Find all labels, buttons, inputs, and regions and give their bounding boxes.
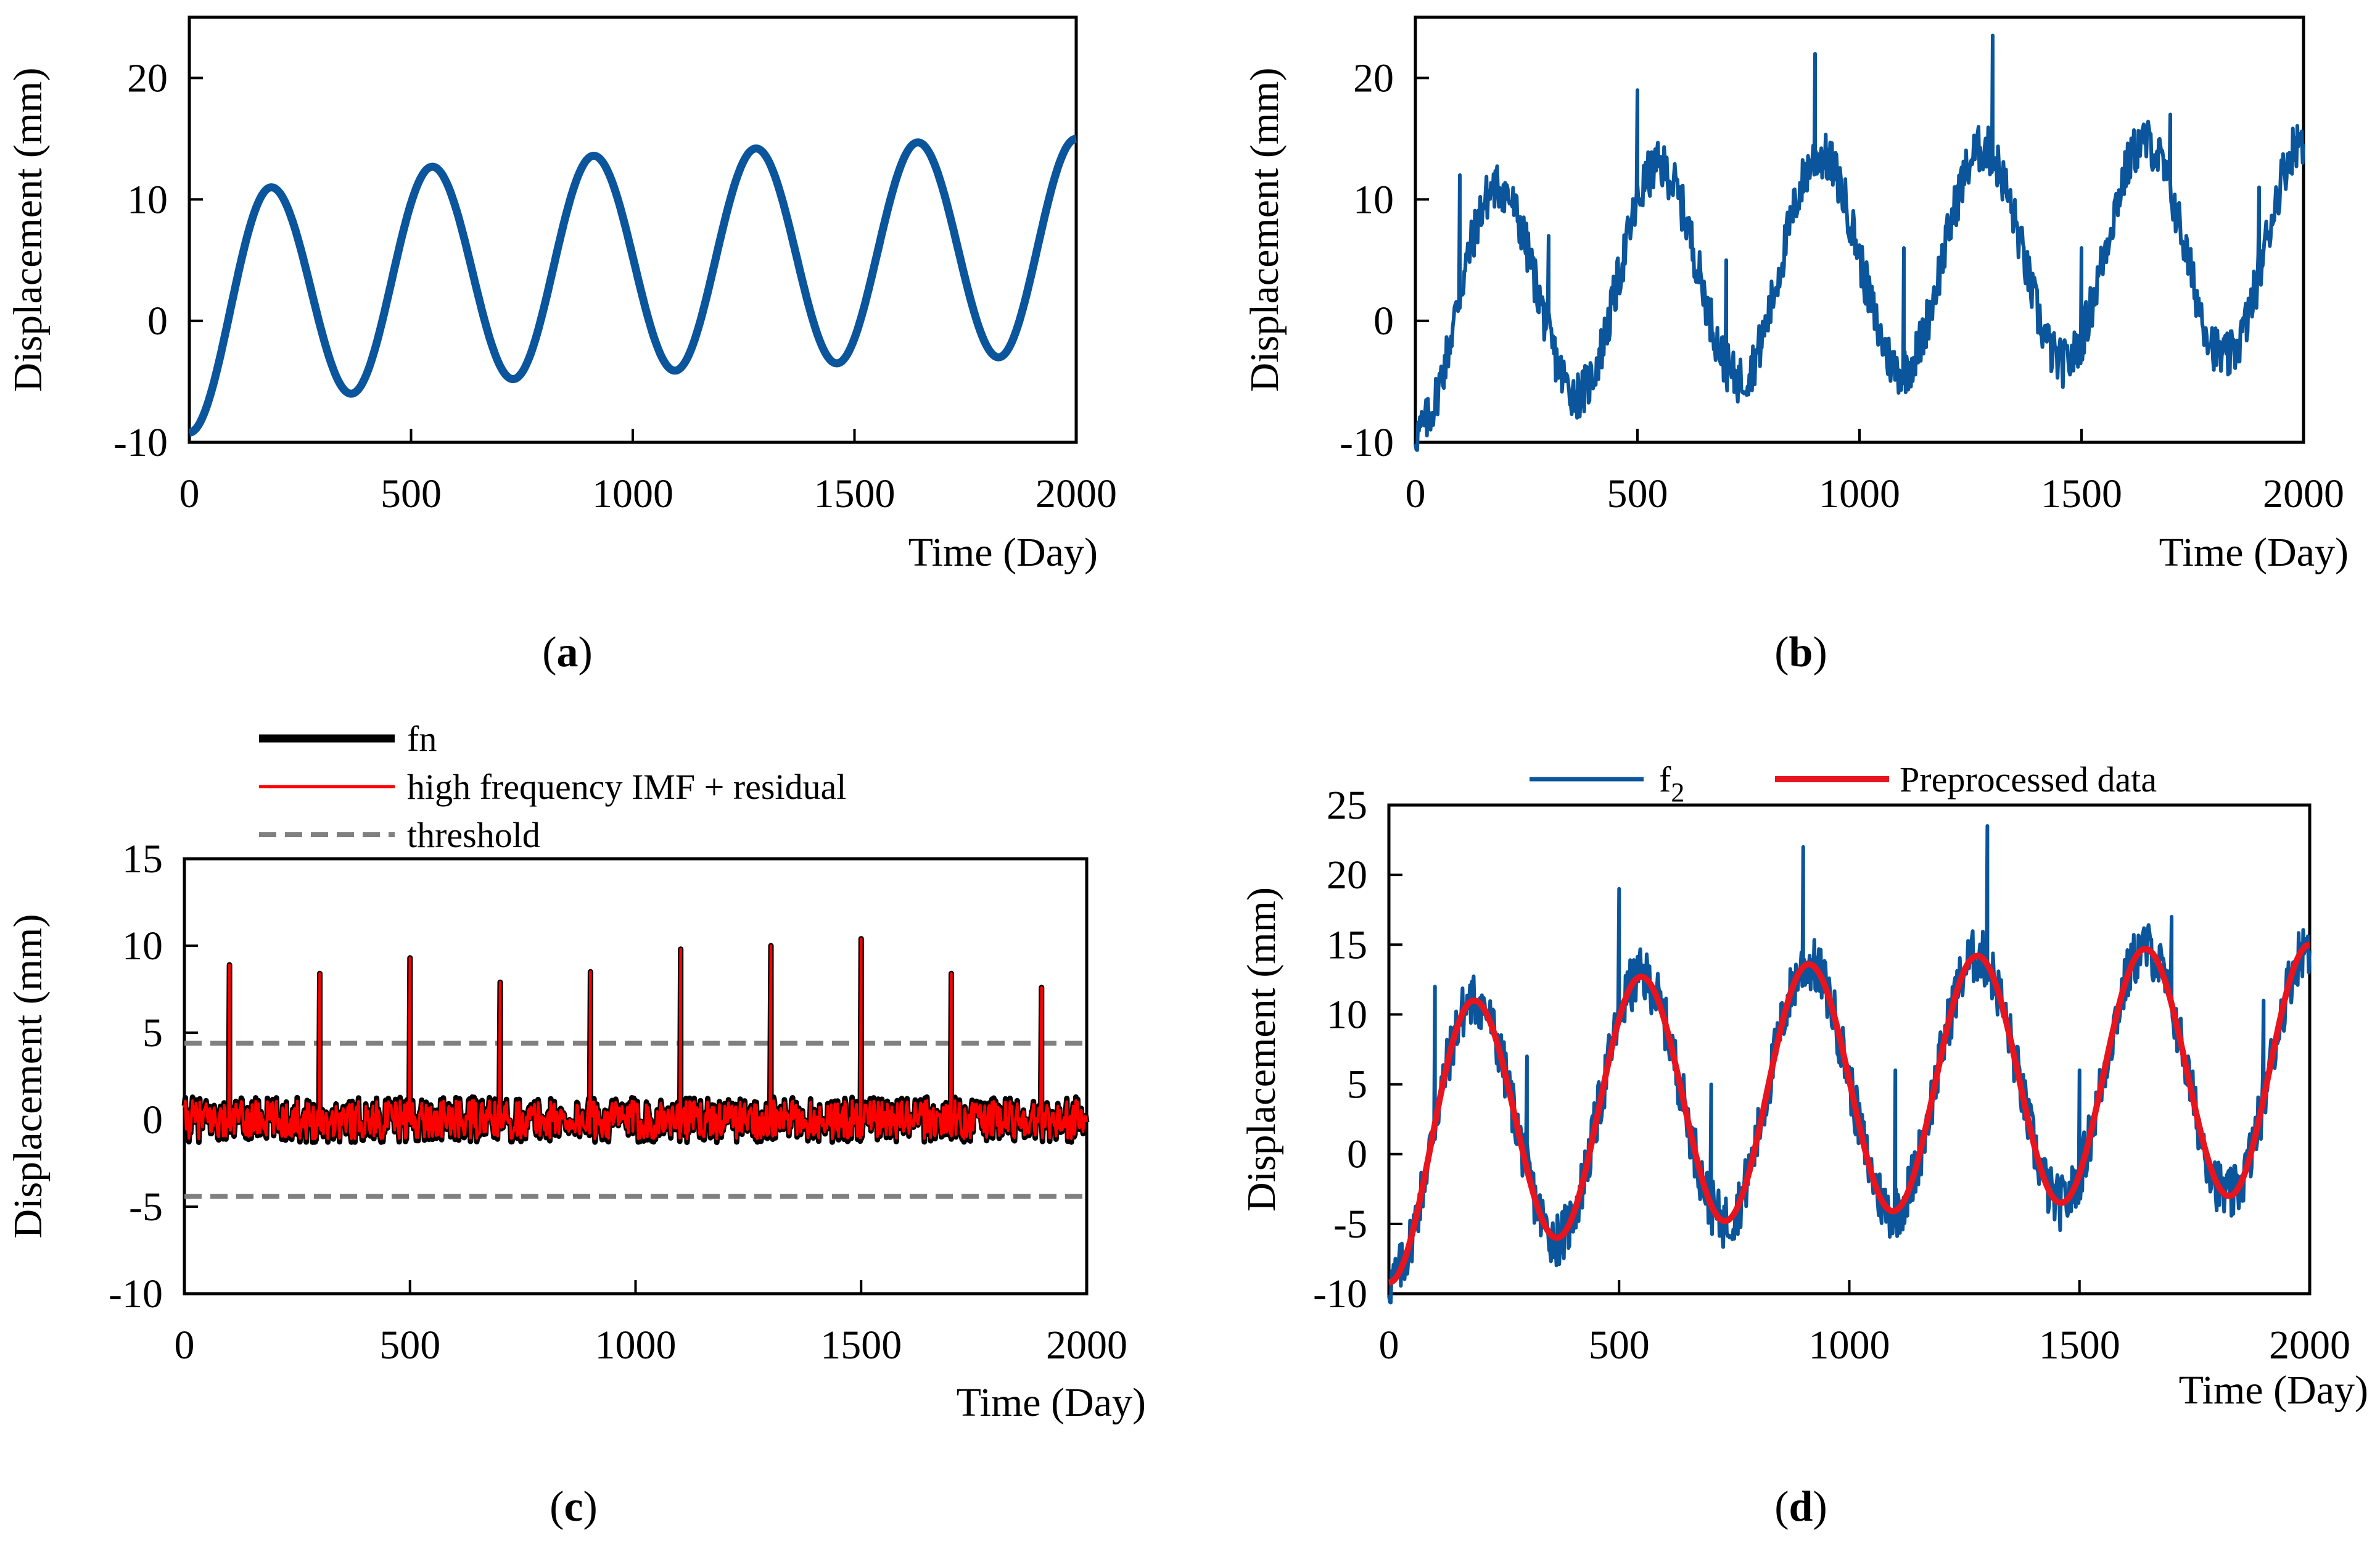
x-tick-label: 1000 (1819, 471, 1900, 516)
legend-item-f2-label: f2 (1659, 759, 1684, 808)
series-line-f2 (1387, 824, 2312, 1305)
legend-item-threshold-label: threshold (407, 815, 540, 855)
x-tick-label: 2000 (1046, 1323, 1127, 1368)
x-tick-label: 1500 (820, 1323, 902, 1368)
y-tick-label: -10 (113, 420, 168, 465)
legend-item-high-frequency-label: high frequency IMF + residual (407, 767, 846, 807)
panel-label: (b) (1774, 629, 1827, 676)
legend-item-preprocessed-label: Preprocessed data (1900, 759, 2157, 800)
y-tick-label: 5 (1347, 1062, 1367, 1107)
y-axis-title: Displacement (mm) (1242, 67, 1287, 392)
y-tick-label: 5 (142, 1011, 163, 1056)
series-line-f2 (1414, 33, 2305, 452)
panel-label: (d) (1774, 1483, 1827, 1531)
x-axis-title: Time (Day) (2179, 1368, 2368, 1413)
x-tick-label: 2000 (2263, 471, 2344, 516)
y-tick-label: 0 (142, 1097, 163, 1143)
x-tick-label: 1500 (814, 471, 896, 516)
y-tick-label: 15 (122, 837, 163, 882)
y-tick-label: -5 (1333, 1202, 1367, 1247)
x-tick-label: 500 (1589, 1323, 1650, 1368)
y-tick-label: 25 (1327, 783, 1367, 828)
y-tick-label: 10 (127, 177, 168, 222)
x-tick-label: 500 (1607, 471, 1668, 516)
x-tick-label: 2000 (1036, 471, 1117, 516)
series-line-f1 (187, 134, 1079, 437)
x-tick-label: 0 (1379, 1323, 1399, 1368)
x-axis-title: Time (Day) (908, 530, 1098, 575)
panel-letter: d (1789, 1483, 1813, 1531)
series-line-high-frequency (183, 937, 1089, 1141)
x-tick-label: 1500 (2039, 1323, 2120, 1368)
x-tick-label: 1500 (2041, 471, 2122, 516)
x-tick-label: 1000 (1809, 1323, 1890, 1368)
y-tick-label: -5 (129, 1184, 163, 1230)
panel-letter: a (557, 629, 579, 676)
y-tick-label: 0 (1347, 1132, 1367, 1177)
panel-label: (c) (550, 1483, 598, 1531)
x-tick-label: 500 (381, 471, 442, 516)
x-tick-label: 0 (179, 471, 200, 516)
x-tick-label: 1000 (592, 471, 673, 516)
x-axis-title: Time (Day) (2159, 530, 2349, 575)
series-line-preprocessed (1388, 941, 2311, 1286)
panel-letter: b (1789, 629, 1813, 676)
plot-frame (1387, 803, 2312, 1296)
legend-item-fn-label: fn (407, 719, 437, 759)
y-tick-label: 0 (147, 299, 168, 344)
panel-letter: c (564, 1483, 583, 1531)
y-tick-label: 15 (1327, 922, 1367, 967)
y-axis-title: Displacement (mm) (6, 67, 51, 392)
y-tick-label: 20 (1353, 56, 1394, 101)
panel-label: (a) (542, 629, 593, 676)
x-axis-title: Time (Day) (957, 1380, 1146, 1425)
y-axis-title: Displacement (mm) (6, 914, 51, 1238)
y-tick-label: -10 (1313, 1271, 1367, 1317)
panel-b: 0 500 1000 1500 2000 -10 0 10 20 Time (Day) Displa… (1242, 15, 2349, 676)
y-tick-label: -10 (109, 1271, 163, 1317)
y-tick-label: 0 (1373, 299, 1394, 344)
panel-c: 0 500 1000 1500 2000 -10 -5 0 5 10 15 Time (Day) Dis… (6, 719, 1146, 1531)
legend-f2-subscript: 2 (1671, 777, 1684, 808)
y-tick-label: 20 (127, 56, 168, 101)
x-tick-label: 2000 (2269, 1323, 2350, 1368)
y-tick-label: 10 (122, 924, 163, 969)
y-tick-label: 10 (1327, 992, 1367, 1037)
plot-frame (1414, 15, 2305, 444)
y-tick-label: -10 (1340, 420, 1394, 465)
y-tick-label: 20 (1327, 853, 1367, 898)
y-tick-label: 10 (1353, 177, 1394, 222)
x-tick-label: 0 (1406, 471, 1426, 516)
x-tick-label: 500 (379, 1323, 440, 1368)
y-axis-title: Displacement (mm) (1239, 887, 1284, 1212)
plot-frame (187, 15, 1078, 444)
x-tick-label: 0 (175, 1323, 195, 1368)
panel-d: 0 500 1000 1500 2000 -10 -5 0 5 10 15 20 25 Time (Day… (1239, 759, 2368, 1531)
x-tick-label: 1000 (595, 1323, 677, 1368)
